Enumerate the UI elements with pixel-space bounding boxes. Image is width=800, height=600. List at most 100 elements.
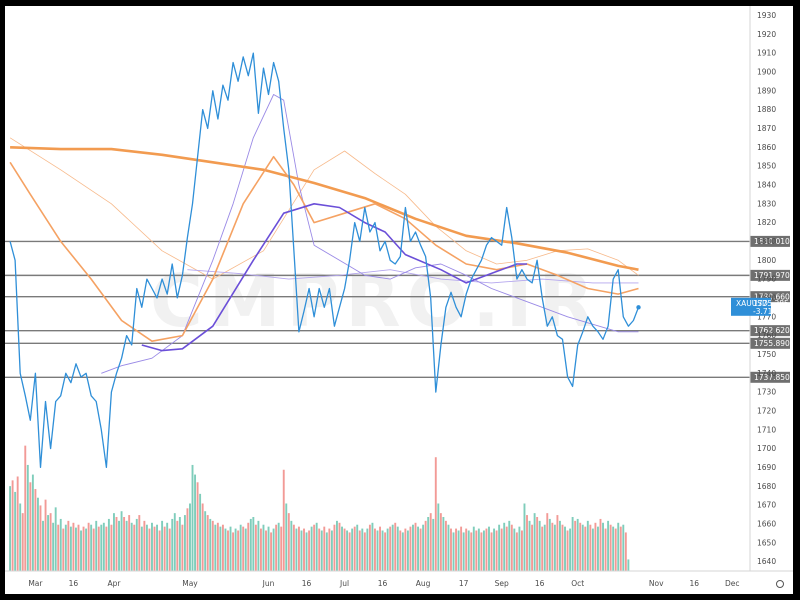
volume-bar — [379, 526, 381, 571]
volume-bar — [199, 493, 202, 571]
volume-bar — [267, 526, 270, 571]
volume-bar — [259, 528, 262, 571]
volume-bar — [584, 526, 587, 571]
volume-bar — [604, 528, 607, 571]
price-tick-label: 1900 — [757, 67, 776, 76]
price-chart[interactable]: CMPRO.IR 1810.0101791.9701780.6601762.62… — [5, 6, 793, 594]
volume-bar — [242, 526, 245, 571]
volume-bar — [460, 526, 463, 571]
volume-bar — [270, 532, 273, 571]
volume-bar — [396, 526, 399, 571]
time-tick-label: Aug — [416, 579, 431, 588]
volume-bar — [153, 526, 156, 571]
volume-bar — [462, 532, 465, 571]
volume-bar — [417, 526, 419, 571]
level-label: 1755.890 — [754, 339, 790, 348]
settings-button[interactable] — [776, 580, 784, 588]
volume-bar — [140, 526, 143, 571]
volume-bar — [107, 518, 110, 571]
volume-bar — [455, 528, 458, 571]
volume-bar — [439, 513, 442, 571]
volume-bar — [429, 513, 432, 571]
time-tick-label: 16 — [302, 579, 312, 588]
price-tick-label: 1640 — [757, 557, 776, 566]
level-label-bg — [750, 337, 790, 349]
volume-bar — [452, 532, 455, 571]
volume-bar — [513, 528, 516, 571]
volume-bar — [92, 528, 95, 571]
volume-bar — [69, 526, 72, 571]
volume-bar — [295, 528, 298, 571]
price-tick-label: 1880 — [757, 105, 776, 114]
volume-bar — [358, 530, 361, 571]
series-line-ma-fast — [9, 155, 639, 342]
volume-bar — [201, 503, 204, 571]
volume-bar — [64, 524, 67, 571]
volume-bar — [351, 528, 354, 571]
volume-bar — [57, 524, 60, 571]
volume-bar — [617, 522, 620, 571]
chart-area[interactable]: CMPRO.IR 1810.010 1791.970 1780.660 1762.62… — [5, 6, 793, 594]
time-tick-label: Oct — [571, 579, 584, 588]
price-tick-label: 1890 — [757, 86, 776, 95]
volume-bar — [533, 513, 536, 571]
volume-bar — [229, 526, 232, 571]
volume-bar — [29, 482, 32, 571]
volume-bar — [548, 518, 551, 571]
volume-bar — [614, 528, 617, 571]
volume-bar — [280, 526, 283, 571]
volume-bar — [325, 532, 328, 571]
volume-bar — [551, 522, 554, 571]
volume-bar — [624, 532, 627, 571]
volume-bar — [465, 528, 468, 571]
volume-bar — [561, 524, 564, 571]
volume-bar — [239, 524, 242, 571]
volume-bar — [480, 532, 483, 571]
volume-bar — [72, 522, 75, 571]
volume-bar — [52, 522, 55, 571]
volume-bar — [467, 530, 470, 571]
volume-bar — [503, 522, 506, 571]
volume-bar — [523, 503, 526, 571]
price-tick-label: 1860 — [757, 143, 776, 152]
gear-icon[interactable] — [776, 580, 784, 588]
volume-bar — [130, 522, 133, 571]
volume-bar — [419, 528, 422, 571]
volume-bar — [498, 524, 501, 571]
volume-bar — [569, 528, 572, 571]
series-line-ma-mid — [141, 203, 527, 352]
volume-bar — [77, 524, 80, 571]
price-tick-label: 1760 — [757, 331, 776, 340]
volume-bar — [356, 524, 359, 571]
price-tick-label: 1840 — [757, 180, 776, 189]
volume-bar — [495, 530, 498, 571]
volume-bar — [282, 469, 285, 571]
volume-bar — [44, 499, 47, 571]
level-label: 1810.010 — [754, 237, 790, 246]
price-tick-label: 1700 — [757, 444, 776, 453]
level-label-bg — [750, 291, 790, 303]
volume-bar — [49, 513, 52, 571]
price-tick-label: 1870 — [757, 124, 776, 133]
volume-bar — [219, 526, 222, 571]
volume-bar — [391, 524, 394, 571]
volume-bar — [543, 524, 546, 571]
series-line-price — [9, 52, 640, 469]
volume-bar — [297, 526, 300, 571]
last-price-dot — [636, 305, 641, 310]
volume-bar — [363, 532, 366, 571]
time-axis[interactable]: Mar 16 Apr May Jun 16 Jul 16 Aug 17 Sep 16 Oct Nov 16 D… — [5, 570, 793, 588]
volume-bar — [477, 528, 480, 571]
volume-bar — [227, 530, 229, 571]
volume-bar — [553, 524, 556, 571]
volume-bar — [336, 520, 338, 571]
volume-bar — [265, 530, 267, 571]
volume-bar — [62, 528, 65, 571]
volume-bar — [194, 474, 197, 571]
volume-bar — [510, 524, 513, 571]
volume-layer — [9, 445, 630, 571]
series-layer — [9, 52, 641, 469]
volume-bar — [204, 511, 207, 571]
volume-bar — [581, 524, 584, 571]
